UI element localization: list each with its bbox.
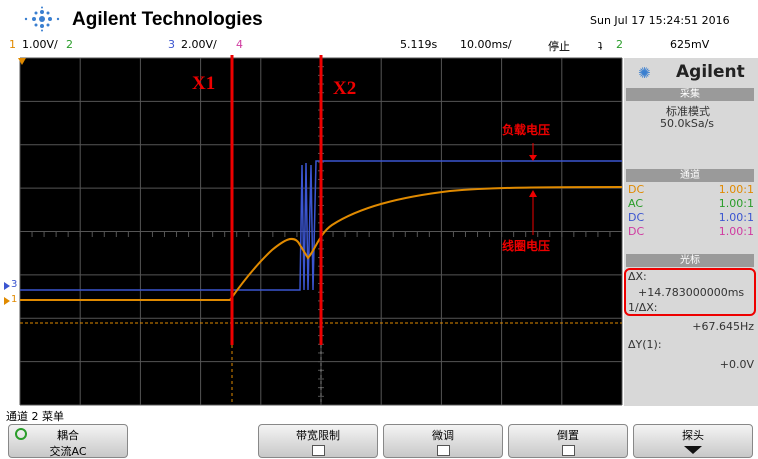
softkey-label: 微调 <box>432 429 454 442</box>
dy-value: +0.0V <box>719 358 754 371</box>
channel-probe: 1.00:1 <box>718 211 754 224</box>
trigger-pos <box>18 58 26 65</box>
waveform-display <box>4 55 623 406</box>
inv-dx-label: 1/ΔX: <box>628 301 658 314</box>
panel-logo: Agilent <box>676 62 745 82</box>
marker-ch1: 1 <box>11 294 18 305</box>
side-panel: ✺ Agilent 采集 标准模式 50.0kSa/s 通道 DC 1.00:1 A… <box>624 58 758 406</box>
softkey[interactable]: 耦合交流AC <box>8 424 128 458</box>
dy-label: ΔY(1): <box>628 338 662 351</box>
trigger-icon: ʇ <box>598 38 603 51</box>
run-state: 停止 <box>548 40 570 53</box>
arrowhead-coil <box>529 190 537 197</box>
arrowhead-load <box>529 155 537 161</box>
rotate-icon <box>15 428 27 440</box>
ch3-scale: 2.00V/ <box>181 38 217 51</box>
softkey-label: 耦合 <box>57 429 79 442</box>
dx-label: ΔX: <box>628 270 647 283</box>
acquire-title: 采集 <box>626 88 754 101</box>
softkey-label: 带宽限制 <box>296 429 340 442</box>
softkey-value: 交流AC <box>49 445 87 458</box>
ch4-num: 4 <box>236 38 243 51</box>
more-arrow <box>684 446 702 454</box>
softkey[interactable]: 探头 <box>633 424 753 458</box>
channel-coupling: DC <box>628 183 645 196</box>
time-scale: 10.00ms/ <box>460 38 512 51</box>
dx-value: +14.783000000ms <box>638 286 745 299</box>
marker-ch3-arrow <box>4 282 10 290</box>
ch1-trace <box>20 186 623 301</box>
channel-coupling: AC <box>628 197 644 210</box>
cursors-title: 光标 <box>626 254 754 267</box>
softkey-label: 倒置 <box>557 429 579 442</box>
acquire-mode: 标准模式 <box>666 105 710 118</box>
ch1-scale: 1.00V/ <box>22 38 58 51</box>
softkey[interactable]: 带宽限制 <box>258 424 378 458</box>
ch3-num: 3 <box>168 38 175 51</box>
softkey[interactable]: 倒置 <box>508 424 628 458</box>
acquire-rate: 50.0kSa/s <box>660 117 715 130</box>
label-x2: X2 <box>333 78 357 99</box>
datetime: Sun Jul 17 15:24:51 2016 <box>590 14 730 27</box>
brand: Agilent Technologies <box>72 9 263 30</box>
annotation-coil: 线圈电压 <box>502 237 551 254</box>
ch3-trace <box>20 160 622 291</box>
menu-title: 通道 2 菜单 <box>6 410 64 423</box>
logo <box>24 6 60 32</box>
ch1-num: 1 <box>9 38 16 51</box>
marker-ch1-arrow <box>4 297 10 305</box>
checkbox <box>436 445 450 456</box>
marker-ch3: 3 <box>11 279 18 290</box>
checkbox <box>311 445 325 456</box>
softkey[interactable]: 微调 <box>383 424 503 458</box>
channel-coupling: DC <box>628 211 645 224</box>
dx-highlight <box>624 268 756 316</box>
time-pos: 5.119s <box>400 38 438 51</box>
channel-probe: 1.00:1 <box>718 225 754 238</box>
inv-dx-value: +67.645Hz <box>692 320 754 333</box>
softkey-label: 探头 <box>682 429 704 442</box>
label-x1: X1 <box>192 73 216 94</box>
checkbox <box>561 445 575 456</box>
trigger-level: 625mV <box>670 38 710 51</box>
trigger-ch: 2 <box>616 38 623 51</box>
annotation-load: 负载电压 <box>502 121 551 138</box>
channel-probe: 1.00:1 <box>718 197 754 210</box>
channel-probe: 1.00:1 <box>718 183 754 196</box>
channel-coupling: DC <box>628 225 645 238</box>
ch2-num: 2 <box>66 38 73 51</box>
channels-title: 通道 <box>626 169 754 182</box>
